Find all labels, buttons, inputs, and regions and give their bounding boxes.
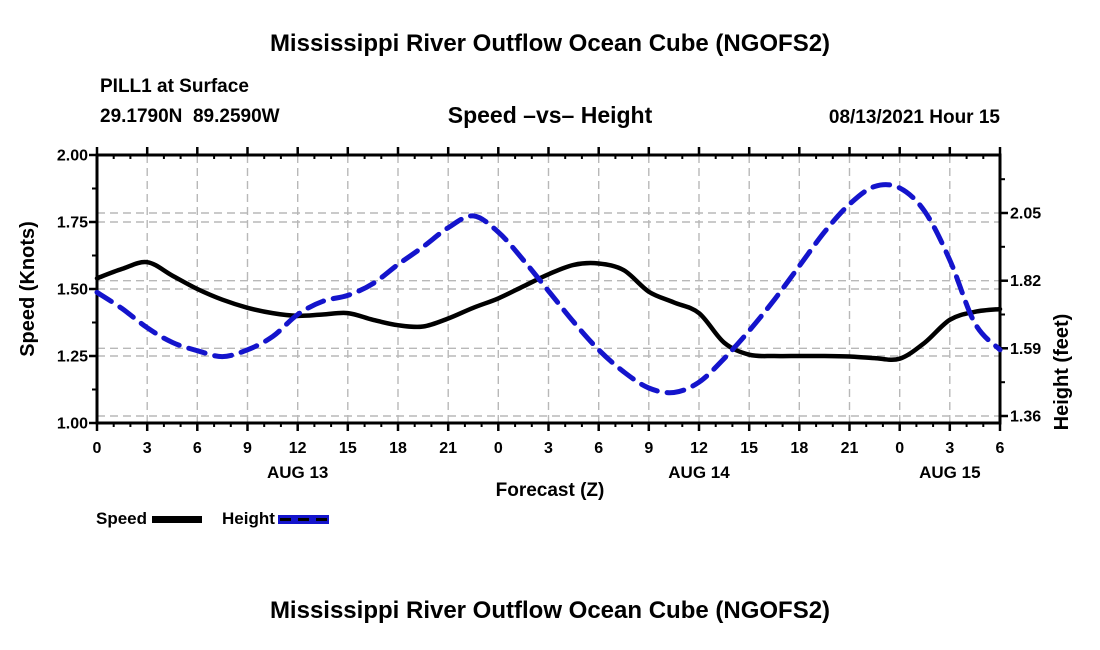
height-curve bbox=[94, 182, 1003, 396]
x-tick-label: 0 bbox=[895, 440, 904, 457]
x-tick-label: 12 bbox=[690, 440, 708, 457]
legend-label-speed: Speed bbox=[96, 509, 148, 528]
plot-heading: Speed –vs– Height bbox=[447, 102, 653, 128]
y-right-axis-label: Height (feet) bbox=[1051, 314, 1073, 431]
chart-title-bottom: Mississippi River Outflow Ocean Cube (NG… bbox=[269, 597, 831, 624]
x-tick-label: 21 bbox=[841, 440, 859, 457]
x-tick-label: 21 bbox=[439, 440, 457, 457]
x-tick-label: 9 bbox=[243, 440, 252, 457]
legend-swatch-speed-line bbox=[152, 515, 203, 523]
chart-title-top: Mississippi River Outflow Ocean Cube (NG… bbox=[269, 30, 831, 57]
x-tick-label: 18 bbox=[790, 440, 808, 457]
x-date-label: AUG 14 bbox=[668, 463, 730, 482]
x-date-label: AUG 15 bbox=[919, 463, 980, 482]
station-coordinates: 29.1790N 89.2590W bbox=[100, 106, 280, 127]
x-tick-label: 9 bbox=[644, 440, 653, 457]
x-tick-label: 15 bbox=[339, 440, 357, 457]
y-left-tick-label: 1.25 bbox=[57, 349, 88, 366]
x-tick-label: 6 bbox=[996, 440, 1005, 457]
x-tick-label: 15 bbox=[740, 440, 758, 457]
x-tick-label: 3 bbox=[544, 440, 553, 457]
y-left-tick-label: 2.00 bbox=[57, 148, 88, 165]
x-tick-label: 12 bbox=[289, 440, 307, 457]
legend: Speed Height bbox=[96, 509, 329, 529]
x-date-label: AUG 13 bbox=[267, 463, 328, 482]
x-tick-label: 3 bbox=[945, 440, 954, 457]
x-tick-label: 18 bbox=[389, 440, 407, 457]
y-right-tick-label: 1.82 bbox=[1010, 273, 1041, 290]
legend-label-height: Height bbox=[222, 509, 275, 528]
x-tick-label: 3 bbox=[143, 440, 152, 457]
x-tick-label: 0 bbox=[93, 440, 102, 457]
y-left-tick-label: 1.50 bbox=[57, 282, 88, 299]
y-left-tick-label: 1.00 bbox=[57, 416, 88, 433]
x-tick-label: 6 bbox=[594, 440, 603, 457]
forecast-datetime: 08/13/2021 Hour 15 bbox=[828, 107, 1000, 128]
x-axis-title: Forecast (Z) bbox=[495, 480, 605, 501]
speed-curve bbox=[94, 259, 1003, 363]
legend-swatch-dash-pattern bbox=[279, 517, 327, 521]
y-right-tick-label: 1.59 bbox=[1010, 341, 1041, 358]
legend-swatch-height-line bbox=[277, 514, 329, 524]
y-left-axis-label: Speed (Knots) bbox=[17, 221, 39, 357]
x-tick-label: 6 bbox=[193, 440, 202, 457]
y-right-tick-label: 1.36 bbox=[1010, 408, 1041, 425]
x-tick-label: 0 bbox=[494, 440, 503, 457]
y-left-tick-label: 1.75 bbox=[57, 215, 88, 232]
station-name: PILL1 at Surface bbox=[100, 76, 249, 97]
y-right-tick-label: 2.05 bbox=[1010, 206, 1041, 223]
